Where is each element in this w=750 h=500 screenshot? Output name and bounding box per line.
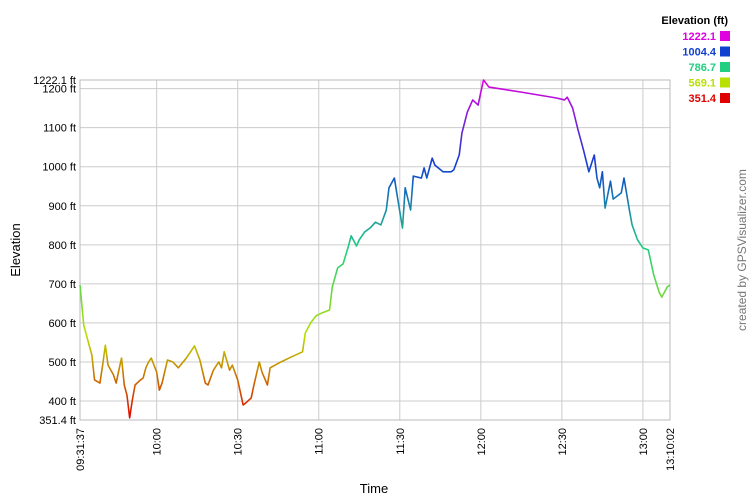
y-tick-label: 500 ft	[48, 357, 76, 369]
legend-label: 1004.4	[682, 47, 717, 59]
y-axis-label: Elevation	[8, 223, 23, 276]
legend-swatch	[720, 77, 730, 88]
y-tick-label: 900 ft	[48, 201, 76, 213]
y-tick-label: 1200 ft	[42, 84, 76, 96]
legend-label: 569.1	[688, 78, 716, 90]
elevation-line	[79, 79, 671, 419]
x-tick-label: 11:00	[314, 428, 326, 455]
legend-label: 1222.1	[682, 31, 716, 43]
y-tick-label: 800 ft	[48, 240, 76, 252]
legend-swatch	[720, 62, 730, 72]
y-tick-label: 400 ft	[48, 396, 76, 408]
x-tick-label: 13:10:02	[665, 428, 677, 471]
legend-swatch	[720, 31, 730, 41]
y-tick-label: 600 ft	[48, 318, 76, 330]
y-tick-label: 1222.1 ft	[33, 75, 76, 87]
legend-title: Elevation (ft)	[661, 15, 728, 27]
legend-label: 786.7	[688, 62, 716, 74]
y-tick-label: 1100 ft	[43, 123, 76, 135]
x-tick-label: 10:30	[233, 428, 245, 456]
legend-swatch	[720, 93, 730, 103]
x-tick-label: 12:00	[476, 428, 488, 456]
x-tick-label: 09:31:37	[75, 428, 87, 471]
x-tick-label: 12:30	[557, 428, 569, 456]
y-tick-label: 700 ft	[48, 279, 76, 291]
x-tick-label: 11:30	[395, 428, 407, 455]
legend-swatch	[720, 46, 730, 57]
x-tick-label: 10:00	[152, 428, 164, 456]
x-axis-label: Time	[360, 481, 388, 496]
y-tick-label: 1000 ft	[42, 162, 76, 174]
x-tick-label: 13:00	[638, 428, 650, 456]
legend-label: 351.4	[688, 93, 716, 105]
credit: created by GPSVisualizer.com	[735, 169, 749, 331]
y-tick-label: 351.4 ft	[39, 415, 76, 427]
plot-frame	[79, 79, 671, 421]
